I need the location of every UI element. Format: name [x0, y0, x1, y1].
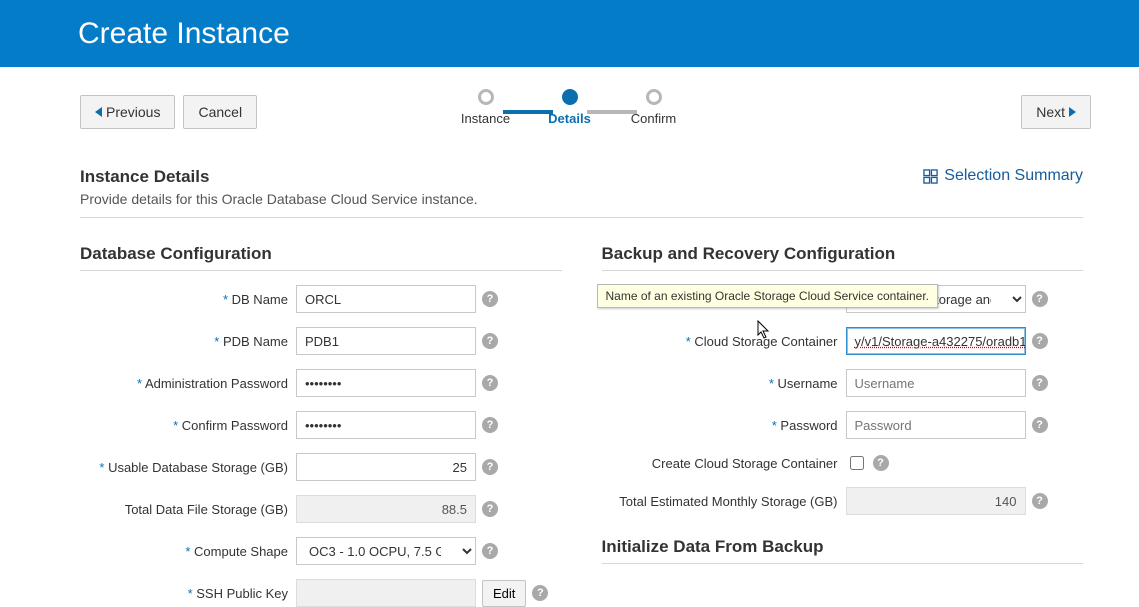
ssh-key-input [296, 579, 476, 607]
backup-config-heading: Backup and Recovery Configuration [602, 244, 1084, 271]
confirm-password-input[interactable] [296, 411, 476, 439]
page-banner: Create Instance [0, 0, 1139, 67]
summary-icon [923, 169, 938, 184]
wizard-step-confirm[interactable]: Confirm [617, 89, 691, 126]
help-icon[interactable]: ? [1032, 493, 1048, 509]
cloud-container-input[interactable]: y/v1/Storage-a432275/oradb18c [846, 327, 1026, 355]
section-subtitle: Provide details for this Oracle Database… [80, 191, 478, 207]
wizard-connector [503, 110, 553, 114]
cancel-button[interactable]: Cancel [183, 95, 257, 129]
help-icon[interactable]: ? [482, 375, 498, 391]
wizard-circle-icon [646, 89, 662, 105]
previous-button-label: Previous [106, 104, 160, 120]
initialize-data-heading: Initialize Data From Backup [602, 537, 1084, 564]
help-icon[interactable]: ? [532, 585, 548, 601]
selection-summary-link[interactable]: Selection Summary [923, 167, 1083, 185]
wizard-circle-icon [562, 89, 578, 105]
wizard-connector [587, 110, 637, 114]
nav-row: Previous Cancel Instance Details Confirm… [0, 67, 1139, 129]
est-storage-output [846, 487, 1026, 515]
admin-password-input[interactable] [296, 369, 476, 397]
usable-storage-label: Usable Database Storage (GB) [80, 460, 290, 475]
cloud-container-label: Cloud Storage Container [602, 334, 840, 349]
admin-password-label: Administration Password [80, 376, 290, 391]
container-tooltip: Name of an existing Oracle Storage Cloud… [597, 284, 939, 308]
chevron-right-icon [1069, 107, 1076, 117]
total-file-storage-label: Total Data File Storage (GB) [80, 502, 290, 517]
help-icon[interactable]: ? [482, 501, 498, 517]
chevron-left-icon [95, 107, 102, 117]
est-storage-label: Total Estimated Monthly Storage (GB) [602, 494, 840, 509]
pdb-name-label: PDB Name [80, 334, 290, 349]
help-icon[interactable]: ? [482, 417, 498, 433]
total-file-storage-output [296, 495, 476, 523]
wizard-step-details[interactable]: Details [533, 89, 607, 126]
help-icon[interactable]: ? [482, 543, 498, 559]
db-name-input[interactable] [296, 285, 476, 313]
ssh-key-label: SSH Public Key [80, 586, 290, 601]
previous-button[interactable]: Previous [80, 95, 175, 129]
create-container-label: Create Cloud Storage Container [602, 456, 840, 471]
create-container-checkbox[interactable] [850, 456, 864, 470]
wizard-step-instance[interactable]: Instance [449, 89, 523, 126]
next-button[interactable]: Next [1021, 95, 1091, 129]
database-config-column: Database Configuration DB Name ? PDB Nam… [80, 244, 562, 607]
username-label: Username [602, 376, 840, 391]
database-config-heading: Database Configuration [80, 244, 562, 271]
section-title: Instance Details [80, 167, 478, 187]
backup-config-column: Backup and Recovery Configuration Name o… [602, 244, 1084, 607]
help-icon[interactable]: ? [482, 459, 498, 475]
help-icon[interactable]: ? [1032, 417, 1048, 433]
help-icon[interactable]: ? [482, 291, 498, 307]
db-name-label: DB Name [80, 292, 290, 307]
section-header: Instance Details Provide details for thi… [80, 167, 1083, 218]
wizard-stepper: Instance Details Confirm [449, 89, 691, 126]
password-label: Password [602, 418, 840, 433]
help-icon[interactable]: ? [873, 455, 889, 471]
next-button-label: Next [1036, 104, 1065, 120]
help-icon[interactable]: ? [1032, 375, 1048, 391]
password-input[interactable] [846, 411, 1026, 439]
compute-shape-label: Compute Shape [80, 544, 290, 559]
ssh-edit-button[interactable]: Edit [482, 580, 526, 607]
wizard-circle-icon [478, 89, 494, 105]
page-title: Create Instance [78, 17, 290, 51]
username-input[interactable] [846, 369, 1026, 397]
compute-shape-select[interactable]: OC3 - 1.0 OCPU, 7.5 GB RAM [296, 537, 476, 565]
help-icon[interactable]: ? [1032, 333, 1048, 349]
help-icon[interactable]: ? [482, 333, 498, 349]
pdb-name-input[interactable] [296, 327, 476, 355]
cancel-button-label: Cancel [198, 104, 242, 120]
usable-storage-input[interactable] [296, 453, 476, 481]
help-icon[interactable]: ? [1032, 291, 1048, 307]
confirm-password-label: Confirm Password [80, 418, 290, 433]
